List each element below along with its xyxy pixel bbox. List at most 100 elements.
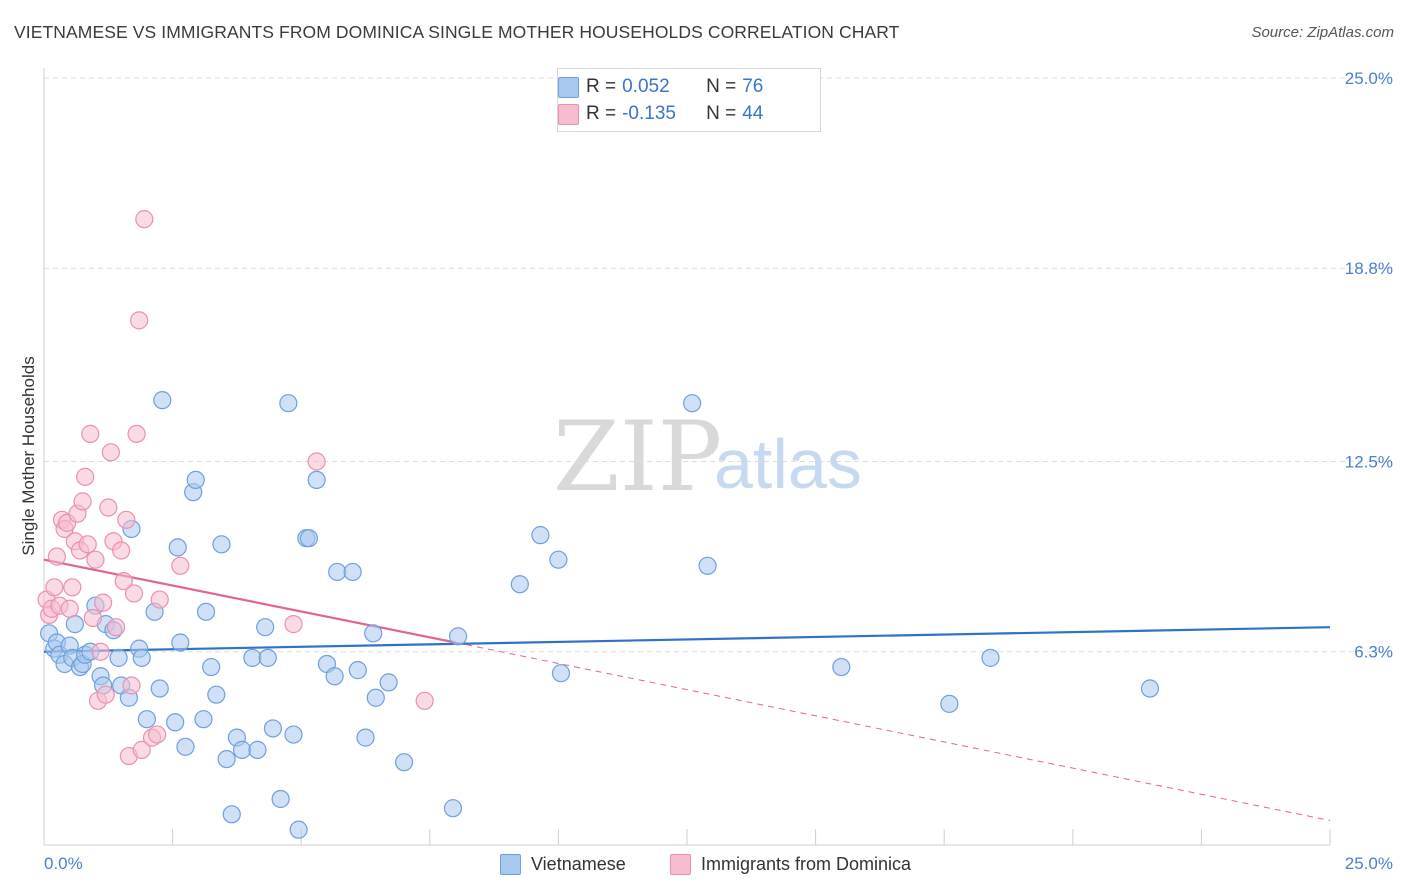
point-vietnamese — [207, 685, 226, 704]
point-dominica — [78, 535, 97, 554]
point-dominica — [45, 578, 64, 597]
point-dominica — [63, 578, 82, 597]
point-vietnamese — [212, 535, 231, 554]
point-vietnamese — [109, 648, 128, 667]
point-dominica — [148, 725, 167, 744]
y-tick-label: 25.0% — [1345, 69, 1393, 88]
bottom-legend-swatch-dominica — [670, 853, 691, 875]
tick-labels: 6.3% 12.5% 18.8% 25.0% 0.0% 25.0% — [44, 69, 1393, 873]
point-dominica — [86, 550, 105, 569]
watermark-atlas: atlas — [714, 425, 862, 503]
legend-n-label: N = — [706, 76, 737, 97]
point-vietnamese — [531, 526, 550, 545]
y-axis-label: Single Mother Households — [19, 356, 38, 555]
point-vietnamese — [258, 648, 277, 667]
point-vietnamese — [256, 618, 275, 637]
point-vietnamese — [196, 602, 216, 621]
legend-r-value: -0.135 — [622, 103, 676, 124]
legend-row-dominica: R = -0.135 N = 44 — [558, 101, 785, 127]
point-vietnamese — [150, 679, 169, 698]
point-dominica — [83, 608, 102, 628]
point-vietnamese — [549, 550, 568, 569]
point-dominica — [47, 547, 66, 566]
point-vietnamese — [279, 394, 298, 413]
point-vietnamese — [394, 753, 414, 772]
point-dominica — [284, 615, 303, 634]
point-dominica — [94, 593, 113, 612]
point-vietnamese — [510, 575, 529, 594]
trend-line-vietnamese — [43, 626, 1331, 653]
x-tick-label: 25.0% — [1345, 854, 1393, 873]
trend-line-dominica-extrapolated — [455, 642, 1331, 821]
point-vietnamese — [176, 737, 195, 756]
point-vietnamese — [379, 673, 398, 692]
point-vietnamese — [1140, 679, 1160, 698]
legend-r-label: R = — [586, 76, 617, 97]
point-dominica — [101, 443, 120, 462]
point-vietnamese — [263, 719, 283, 738]
y-tick-label: 12.5% — [1345, 453, 1393, 472]
point-vietnamese — [443, 799, 463, 818]
point-vietnamese — [328, 562, 347, 582]
trend-line-dominica — [43, 558, 456, 644]
point-vietnamese — [186, 470, 205, 490]
point-vietnamese — [132, 648, 151, 667]
point-vietnamese — [222, 805, 241, 824]
legend-r-value: 0.052 — [622, 76, 670, 97]
point-dominica — [127, 424, 146, 443]
point-dominica — [171, 556, 190, 575]
legend: R = 0.052 N = 76 R = -0.135 N = 44 — [557, 68, 821, 132]
point-vietnamese — [289, 820, 308, 839]
point-vietnamese — [683, 394, 702, 413]
watermark-zip: ZIP — [553, 401, 722, 513]
bottom-legend-label-dominica: Immigrants from Dominica — [701, 853, 912, 874]
point-vietnamese — [153, 391, 172, 410]
point-vietnamese — [171, 633, 190, 652]
point-vietnamese — [940, 694, 959, 713]
legend-r-label: R = — [586, 103, 617, 124]
point-dominica — [112, 541, 131, 560]
point-vietnamese — [168, 538, 187, 557]
point-dominica — [76, 467, 95, 486]
point-dominica — [114, 572, 133, 591]
legend-swatch-dominica — [558, 104, 579, 125]
point-vietnamese — [448, 627, 468, 646]
point-vietnamese — [698, 556, 717, 575]
point-vietnamese — [243, 648, 262, 667]
source-label: Source: ZipAtlas.com — [1251, 24, 1394, 41]
legend-n-label: N = — [706, 103, 737, 124]
legend-n-value: 44 — [742, 103, 764, 124]
point-dominica — [73, 492, 92, 511]
trend-lines — [43, 558, 1331, 821]
point-dominica — [124, 584, 144, 603]
point-dominica — [122, 676, 141, 695]
point-vietnamese — [202, 657, 221, 677]
point-dominica — [91, 642, 110, 661]
point-dominica — [81, 424, 100, 443]
point-vietnamese — [832, 657, 851, 677]
point-dominica — [99, 498, 118, 517]
point-vietnamese — [981, 648, 1000, 667]
point-vietnamese — [217, 749, 236, 769]
point-vietnamese — [166, 713, 185, 732]
point-vietnamese — [137, 710, 156, 729]
point-vietnamese — [366, 688, 385, 707]
point-vietnamese — [356, 728, 375, 747]
bottom-legend-vietnamese: Vietnamese — [500, 852, 626, 876]
point-vietnamese — [343, 562, 362, 582]
chart-title: VIETNAMESE VS IMMIGRANTS FROM DOMINICA S… — [14, 22, 900, 42]
legend-swatch-vietnamese — [558, 77, 579, 98]
point-vietnamese — [271, 789, 290, 809]
grid-lines — [44, 77, 1394, 653]
data-points — [37, 210, 1160, 839]
point-vietnamese — [194, 710, 213, 729]
point-vietnamese — [364, 624, 383, 643]
point-dominica — [415, 691, 434, 710]
point-dominica — [150, 590, 169, 609]
bottom-legend-dominica: Immigrants from Dominica — [670, 852, 911, 876]
point-vietnamese — [325, 667, 344, 686]
point-dominica — [130, 311, 149, 330]
y-tick-label: 6.3% — [1354, 643, 1393, 662]
point-dominica — [106, 618, 126, 637]
